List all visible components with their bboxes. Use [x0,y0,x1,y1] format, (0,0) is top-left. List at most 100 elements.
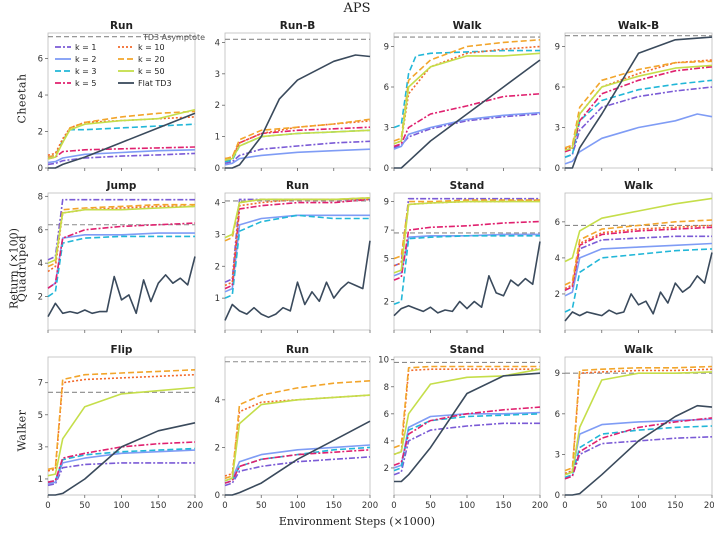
series-line [48,112,196,169]
y-tick-label: 4 [38,259,43,269]
series-line [224,394,371,482]
panel-title: Walk [624,180,654,192]
y-tick-label: 5 [38,411,43,421]
y-tick-label: 0 [555,491,560,501]
x-tick-label: 50 [596,501,607,511]
panel-title: Run [286,344,309,356]
series-line [564,64,713,152]
panel-1: Run-B 0 1 2 3 4 [215,20,371,174]
y-tick-label: 9 [555,43,560,53]
y-tick-label: 0 [555,164,560,174]
x-tick-label: 200 [704,501,714,511]
series-line [564,60,713,149]
panel-5: Run 1 2 3 4 [215,180,371,333]
series-line [393,368,540,456]
legend-entry: k = 1 [75,43,97,52]
y-tick-label: 2 [555,290,560,300]
y-tick-label: 10 [378,356,389,366]
series-line [47,235,195,298]
panel-4: Jump 2 4 6 8 [38,180,196,333]
y-tick-label: 4 [215,38,220,48]
y-tick-label: 0 [38,164,43,174]
panel-title: Run-B [280,20,315,32]
panel-title: Flip [111,344,133,356]
x-tick-label: 0 [45,501,50,511]
panel-7: Walk 2 4 6 [555,180,713,333]
y-tick-label: 6 [555,83,560,93]
legend-entry: k = 20 [138,55,165,64]
series-line [47,462,195,487]
series-line [564,197,713,263]
series-line [47,149,196,164]
series-line [394,59,541,169]
panel-title: Stand [450,344,485,356]
series-line [48,422,196,496]
figure-title: APS [343,1,371,16]
series-line [224,118,371,160]
panel-title: Walk [624,344,654,356]
series-line [393,52,541,145]
series-line [393,220,541,281]
y-tick-label: 4 [555,254,560,264]
y-tick-label: 5 [384,255,389,265]
legend-entry: k = 5 [75,79,97,88]
x-tick-label: 0 [562,501,567,511]
y-tick-label: 6 [38,55,43,65]
y-tick-label: 2 [215,443,220,453]
y-tick-label: 2 [38,128,43,138]
y-tick-label: 2 [384,464,389,474]
series-line [565,404,713,496]
legend-entry: k = 50 [138,67,165,76]
series-line [47,441,196,483]
series-line [564,436,713,480]
series-line [47,222,196,289]
series-line [224,148,371,166]
series-line [393,406,541,466]
x-tick-label: 100 [630,501,646,511]
series-line [225,54,371,169]
y-tick-label: 4 [38,91,43,101]
panel-2: Walk 0 3 6 9 [384,20,541,174]
y-tick-label: 8 [38,192,43,202]
x-tick-label: 100 [289,501,305,511]
y-tick-label: 4 [215,199,220,209]
series-line [564,219,713,286]
series-line [393,199,540,260]
y-tick-label: 3 [555,124,560,134]
series-line [224,446,371,484]
x-tick-label: 100 [459,501,475,511]
legend-entry: k = 10 [138,43,165,52]
series-line [564,113,713,165]
series-line [564,248,713,313]
series-line [393,235,540,306]
series-line [564,417,713,480]
y-tick-label: 6 [384,410,389,420]
series-line [47,203,195,268]
y-tick-label: 0 [384,164,389,174]
series-line [564,425,713,479]
panel-8: Flip 1 3 5 7 0 50 100 150 200 [38,344,204,511]
row-label-quadruped: Quadruped [15,234,29,303]
series-line [393,422,540,476]
y-tick-label: 1 [215,133,220,143]
series-line [393,39,541,142]
series-line [225,420,371,496]
y-tick-label: 3 [38,443,43,453]
series-line [47,369,196,471]
panel-title: Jump [106,180,137,192]
panel-frame [224,32,371,169]
x-tick-label: 200 [187,501,203,511]
series-line [393,111,541,150]
x-tick-label: 50 [425,501,436,511]
series-line [564,224,713,290]
x-tick-label: 50 [256,501,267,511]
y-tick-label: 0 [215,491,220,501]
x-tick-label: 0 [222,501,227,511]
series-line [224,214,370,299]
panel-title: Run [110,20,133,32]
panel-frame [224,356,371,496]
y-tick-label: 8 [384,383,389,393]
legend-asymptote-label: TD3 Asymptote [142,33,205,42]
y-tick-label: 9 [384,198,389,208]
